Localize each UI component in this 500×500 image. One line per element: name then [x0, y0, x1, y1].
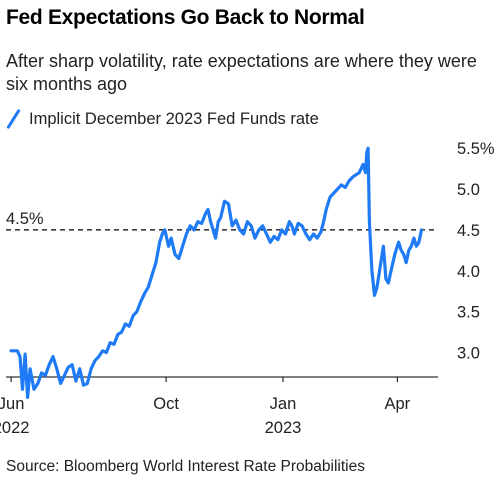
x-tick-label: Jan — [270, 395, 297, 413]
series-line — [9, 146, 424, 399]
chart-subtitle: After sharp volatility, rate expectation… — [6, 51, 477, 94]
y-tick-label: 4.5 — [457, 222, 480, 240]
y-tick-label: 5.0 — [457, 181, 480, 199]
source-note: Source: Bloomberg World Interest Rate Pr… — [6, 458, 365, 475]
series-layer — [9, 146, 424, 399]
x-tick-label: Apr — [384, 395, 410, 413]
y-tick-label: 3.0 — [457, 344, 480, 362]
x-tick-label: Jun — [0, 395, 24, 413]
reference-line-layer: 4.5% — [6, 210, 438, 231]
chart-legend: Implicit December 2023 Fed Funds rate — [6, 108, 319, 130]
x-tick-sublabel: 2023 — [265, 419, 302, 437]
x-tick-sublabel: 2022 — [0, 419, 29, 437]
reference-line-label: 4.5% — [6, 210, 44, 228]
axes-layer — [6, 376, 438, 382]
tick-labels-layer: Jun 2022 Oct Jan 2023 Apr 3.0 3.5 4.0 4.5 5.0 5.5% — [0, 140, 495, 437]
y-tick-label: 5.5% — [457, 140, 495, 158]
legend-label: Implicit December 2023 Fed Funds rate — [29, 109, 319, 128]
y-tick-label: 4.0 — [457, 263, 480, 281]
x-tick-label: Oct — [153, 395, 179, 413]
y-tick-label: 3.5 — [457, 304, 480, 322]
chart-title: Fed Expectations Go Back to Normal — [6, 6, 365, 29]
